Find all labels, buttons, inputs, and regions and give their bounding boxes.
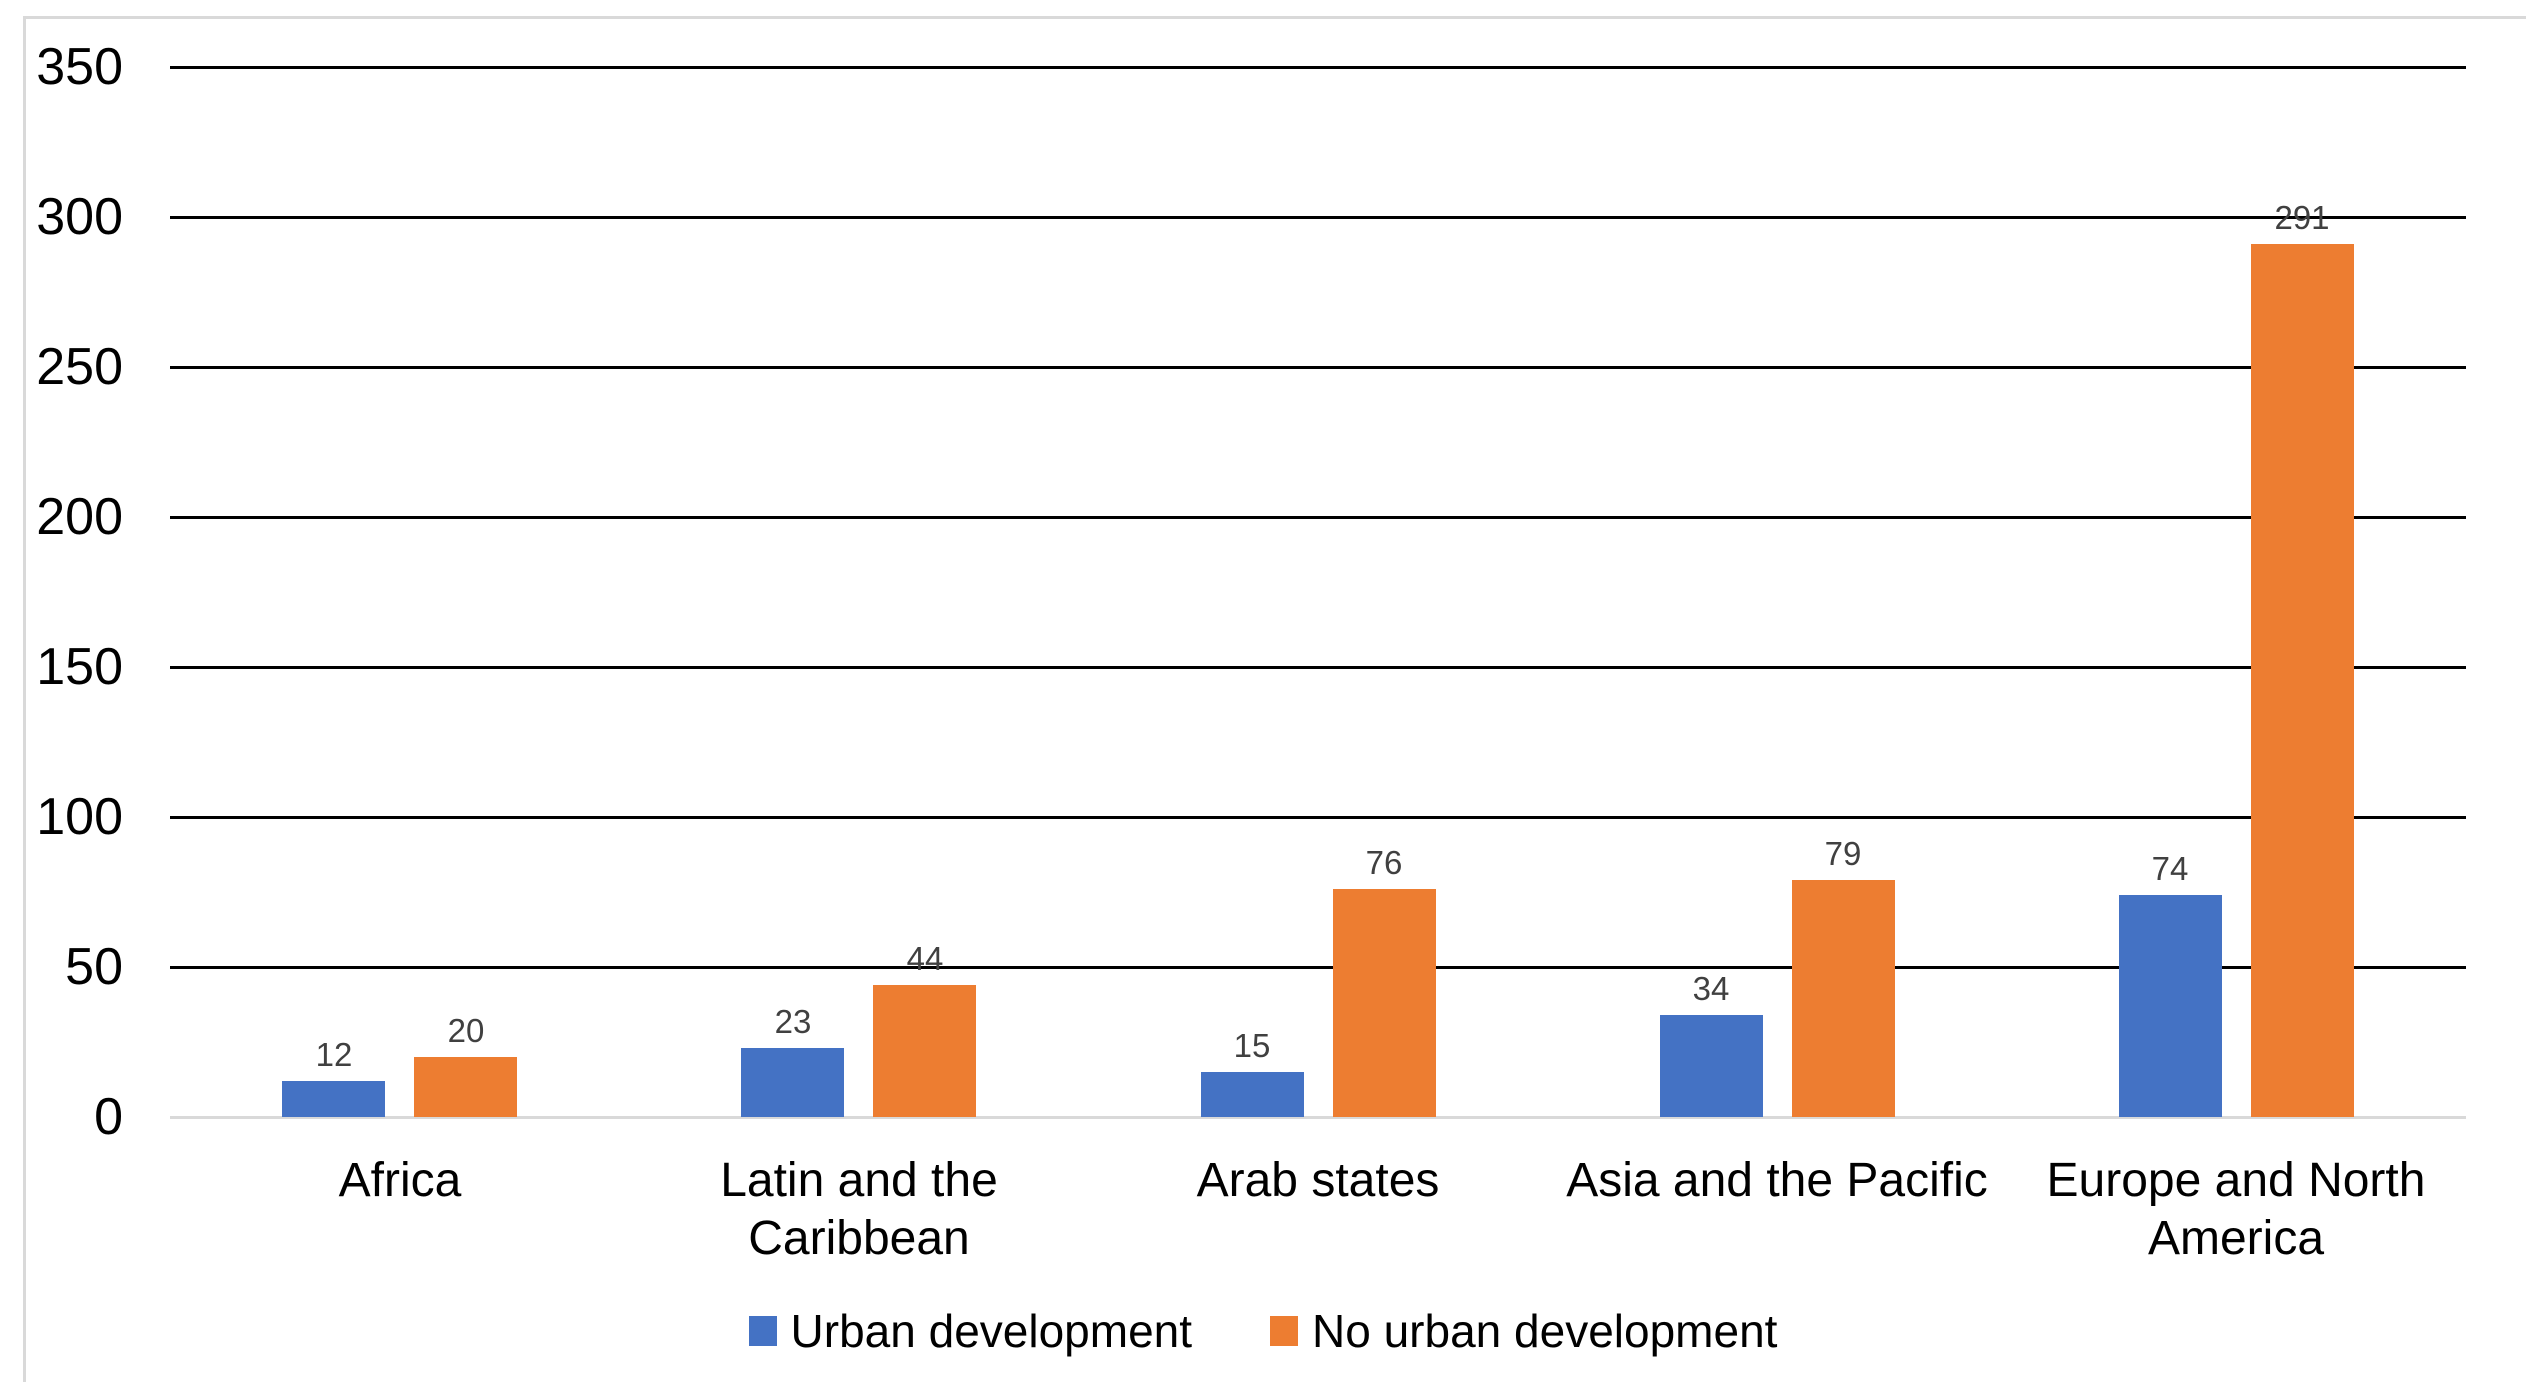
y-tick-label-350: 350 — [36, 38, 123, 96]
legend-swatch-icon — [1270, 1316, 1299, 1346]
y-tick-label-100: 100 — [36, 788, 123, 846]
y-tick-label-0: 0 — [94, 1088, 123, 1146]
legend-label: Urban development — [790, 1305, 1193, 1357]
gridline-300 — [170, 216, 2466, 219]
x-category-label-africa: Africa — [338, 1154, 462, 1207]
x-axis-line — [170, 1116, 2466, 1119]
data-label-urban-development-latin-and-the-caribbean: 23 — [774, 1003, 812, 1040]
legend-entry-urban-development: Urban development — [748, 1305, 1193, 1357]
bar-no-urban-development-asia-and-the-pacific — [1792, 880, 1895, 1117]
legend-swatch-icon — [748, 1316, 777, 1346]
bar-urban-development-asia-and-the-pacific — [1660, 1015, 1763, 1117]
data-label-no-urban-development-africa: 20 — [447, 1012, 485, 1049]
legend-label: No urban development — [1312, 1305, 1778, 1357]
data-label-no-urban-development-europe-and-north-america: 291 — [2274, 199, 2330, 236]
bar-no-urban-development-latin-and-the-caribbean — [873, 985, 976, 1117]
x-category-label-latin-and-the-caribbean: Latin and the Caribbean — [720, 1154, 998, 1265]
data-label-urban-development-europe-and-north-america: 74 — [2151, 850, 2189, 887]
data-label-urban-development-asia-and-the-pacific: 34 — [1692, 970, 1730, 1007]
gridline-250 — [170, 366, 2466, 369]
gridline-100 — [170, 816, 2466, 819]
data-label-no-urban-development-asia-and-the-pacific: 79 — [1824, 835, 1862, 872]
bar-no-urban-development-europe-and-north-america — [2251, 244, 2354, 1117]
x-category-label-asia-and-the-pacific: Asia and the Pacific — [1566, 1154, 1988, 1207]
y-tick-label-50: 50 — [65, 938, 123, 996]
gridline-350 — [170, 66, 2466, 69]
data-label-no-urban-development-latin-and-the-caribbean: 44 — [906, 940, 944, 977]
x-category-label-europe-and-north-america: Europe and North America — [2046, 1154, 2426, 1265]
bar-urban-development-arab-states — [1201, 1072, 1304, 1117]
legend-entry-no-urban-development: No urban development — [1270, 1305, 1777, 1357]
y-tick-label-150: 150 — [36, 638, 123, 696]
data-label-no-urban-development-arab-states: 76 — [1365, 844, 1403, 881]
y-tick-label-200: 200 — [36, 488, 123, 546]
gridline-50 — [170, 966, 2466, 969]
legend: Urban development No urban development — [0, 1305, 2526, 1357]
data-label-urban-development-africa: 12 — [315, 1036, 353, 1073]
bar-urban-development-africa — [282, 1081, 385, 1117]
gridline-150 — [170, 666, 2466, 669]
gridline-200 — [170, 516, 2466, 519]
x-category-label-arab-states: Arab states — [1196, 1154, 1440, 1207]
y-tick-label-300: 300 — [36, 188, 123, 246]
y-tick-label-250: 250 — [36, 338, 123, 396]
bar-no-urban-development-africa — [414, 1057, 517, 1117]
bar-no-urban-development-arab-states — [1333, 889, 1436, 1117]
data-label-urban-development-arab-states: 15 — [1233, 1027, 1271, 1064]
bar-urban-development-europe-and-north-america — [2119, 895, 2222, 1117]
bar-urban-development-latin-and-the-caribbean — [741, 1048, 844, 1117]
